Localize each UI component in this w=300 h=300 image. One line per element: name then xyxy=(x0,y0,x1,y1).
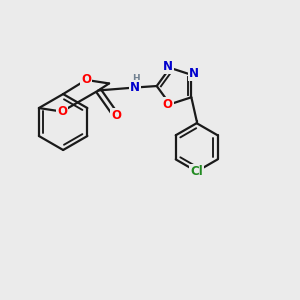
Text: N: N xyxy=(130,81,140,94)
Text: O: O xyxy=(57,105,67,118)
Text: N: N xyxy=(163,60,172,73)
Text: N: N xyxy=(189,67,199,80)
Text: O: O xyxy=(111,109,121,122)
Text: H: H xyxy=(132,74,140,82)
Text: Cl: Cl xyxy=(190,165,203,178)
Text: O: O xyxy=(81,74,91,86)
Text: O: O xyxy=(163,98,172,111)
